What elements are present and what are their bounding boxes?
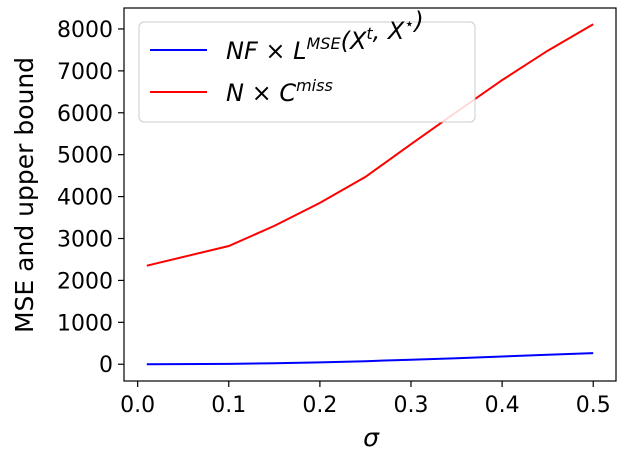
y-tick-label: 2000 (57, 269, 113, 294)
x-tick-label: 0.0 (120, 393, 155, 418)
legend-label-1: NF × LMSE(Xt, X⋆) (226, 7, 424, 65)
x-tick-label: 0.3 (394, 393, 429, 418)
legend-box (138, 21, 476, 123)
x-tick-label: 0.2 (302, 393, 337, 418)
y-tick-label: 6000 (57, 102, 113, 127)
x-tick-label: 0.1 (211, 393, 246, 418)
y-axis: 0 1000 2000 3000 4000 5000 6000 7000 8000 (57, 18, 124, 378)
y-tick-label: 5000 (57, 144, 113, 169)
y-tick-label: 3000 (57, 228, 113, 253)
x-axis: 0.0 0.1 0.2 0.3 0.4 0.5 (120, 381, 611, 418)
y-tick-label: 0 (99, 353, 113, 378)
legend-label-2: N × Cmiss (226, 76, 333, 107)
series-line-2 (146, 23, 594, 267)
legend: NF × LMSE(Xt, X⋆) N × Cmiss (138, 7, 476, 123)
y-tick-label: 7000 (57, 60, 113, 85)
y-tick-label: 4000 (57, 186, 113, 211)
x-tick-label: 0.5 (576, 393, 611, 418)
x-axis-label: σ (363, 423, 380, 452)
series-line-1 (146, 352, 594, 366)
y-tick-label: 1000 (57, 311, 113, 336)
plot-frame (123, 7, 617, 382)
x-tick-label: 0.4 (485, 393, 520, 418)
y-axis-label: MSE and upper bound (10, 57, 39, 333)
y-tick-label: 8000 (57, 18, 113, 43)
